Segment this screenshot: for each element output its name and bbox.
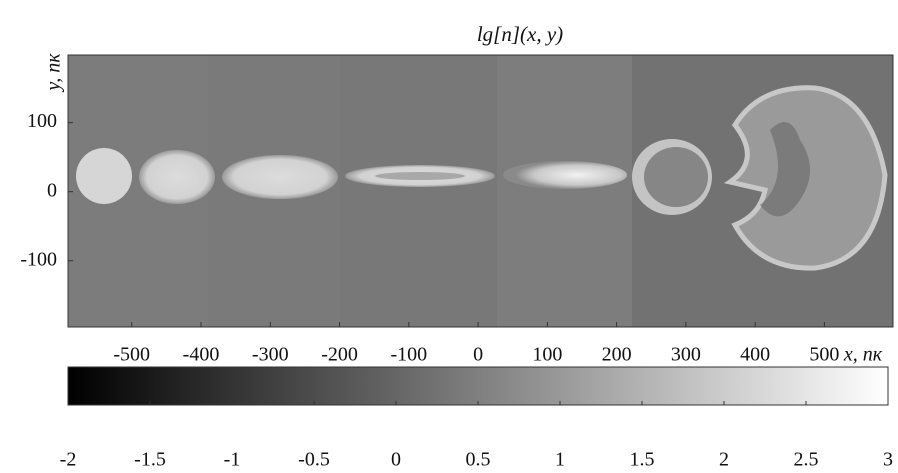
colorbar-tick-label: -1 [224, 449, 241, 471]
x-tick-label: 0 [473, 344, 483, 366]
colorbar-tick-label: 0 [391, 449, 401, 471]
chart-title: lg[n](x, y) [477, 22, 563, 46]
x-tick-label: 300 [671, 344, 701, 366]
colorbar-tick-label: -0.5 [298, 449, 330, 471]
y-tick-label: 0 [47, 179, 57, 201]
x-tick-label: 100 [532, 344, 562, 366]
colorbar-tick-label: 1.5 [630, 449, 655, 471]
x-tick-label: -500 [113, 344, 150, 366]
x-tick-label: -400 [183, 344, 220, 366]
x-axis-label: x, пк [843, 344, 883, 366]
colorbar [67, 366, 889, 406]
x-tick-label: -200 [321, 344, 358, 366]
colorbar-tick-label: 1 [555, 449, 565, 471]
colorbar-tick-label: -2 [60, 449, 77, 471]
x-tick-label: -100 [390, 344, 427, 366]
x-tick-label: -300 [252, 344, 289, 366]
colorbar-tick-label: -1.5 [134, 449, 166, 471]
field-image [68, 55, 893, 327]
x-tick-label: 200 [602, 344, 632, 366]
x-tick-label: 500 [809, 344, 839, 366]
plot-frame [67, 54, 894, 328]
colorbar-tick-label: 3 [883, 449, 893, 471]
y-tick-label: -100 [20, 248, 57, 270]
colorbar-tick-label: 2 [719, 449, 729, 471]
x-tick-label: 400 [740, 344, 770, 366]
y-tick-label: 100 [27, 110, 57, 132]
y-axis-label: y, пк [43, 53, 65, 93]
colorbar-tick-label: 0.5 [466, 449, 491, 471]
colorbar-tick-label: 2.5 [794, 449, 819, 471]
